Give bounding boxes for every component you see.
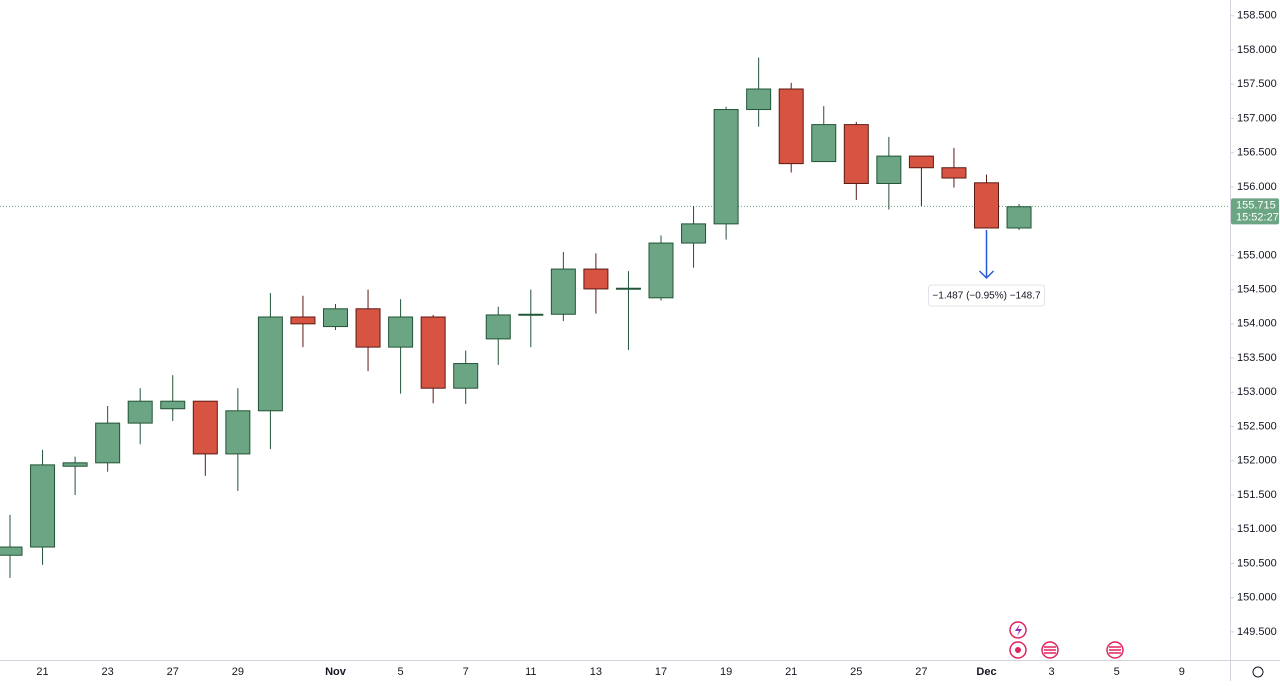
candle-body: [648, 242, 674, 299]
candle-body: [290, 316, 316, 325]
y-tick-label: 150.500: [1237, 557, 1277, 569]
x-tick-label: 23: [102, 666, 114, 678]
last-price-badge: [1231, 198, 1279, 225]
countdown-label: 15:52:27: [1236, 211, 1279, 223]
y-tick-label: 154.000: [1237, 318, 1277, 330]
x-tick-label: 25: [850, 666, 862, 678]
y-tick-label: 157.500: [1237, 78, 1277, 90]
candle-body: [974, 182, 999, 229]
x-tick-label: 29: [232, 666, 244, 678]
y-tick-label: 157.000: [1237, 112, 1277, 124]
y-tick-label: 152.500: [1237, 420, 1277, 432]
candle-body: [713, 109, 739, 225]
candle-body: [420, 316, 446, 389]
y-tick-label: 151.500: [1237, 489, 1277, 501]
y-tick-label: 156.000: [1237, 181, 1277, 193]
x-tick-label: 27: [167, 666, 179, 678]
x-tick-label: 5: [1114, 666, 1120, 678]
y-tick-label: 155.000: [1237, 249, 1277, 261]
x-tick-label: 17: [655, 666, 667, 678]
annotation-box: [928, 284, 1045, 307]
candle-body: [876, 155, 902, 184]
candle-body: [778, 88, 804, 165]
event-icon-glyph: [1109, 646, 1121, 654]
candle-body: [811, 124, 837, 163]
event-icon-glyph: [1015, 647, 1021, 653]
x-tick-label: Dec: [976, 666, 996, 678]
x-tick-label: 27: [915, 666, 927, 678]
y-tick-label: 158.500: [1237, 10, 1277, 22]
x-tick-label: 7: [463, 666, 469, 678]
x-tick-label: Nov: [325, 666, 347, 678]
event-icon-glyph: [1015, 624, 1022, 636]
annotation-arrow: [978, 229, 995, 280]
x-tick-label: 5: [398, 666, 404, 678]
x-tick-label: 11: [525, 666, 536, 678]
candle-body: [30, 464, 56, 548]
candle-body: [95, 422, 121, 464]
candle-body: [225, 410, 251, 455]
candle-body: [941, 167, 967, 179]
candle-body: [453, 363, 479, 389]
x-tick-label: 21: [36, 666, 48, 678]
candle-body: [0, 546, 23, 556]
y-tick-label: 154.500: [1237, 284, 1277, 296]
candle-body: [160, 400, 186, 410]
candle-body: [388, 316, 414, 348]
event-icon-glyph: [1044, 646, 1056, 654]
x-tick-label: 19: [720, 666, 732, 678]
candle-body: [127, 400, 153, 424]
y-tick-label: 156.500: [1237, 147, 1277, 159]
candle-body: [192, 400, 218, 455]
candle-body: [681, 223, 707, 244]
y-tick-label: 149.500: [1237, 626, 1277, 638]
y-tick-label: 153.500: [1237, 352, 1277, 364]
candle-body: [1006, 206, 1032, 229]
x-tick-label: 13: [590, 666, 602, 678]
candle-body: [746, 88, 772, 111]
candle-body: [908, 155, 934, 169]
last-price-label: 155.715: [1236, 199, 1276, 211]
y-tick-label: 152.000: [1237, 455, 1277, 467]
candle-body: [550, 268, 576, 315]
y-tick-label: 150.000: [1237, 592, 1277, 604]
candle-body: [518, 313, 544, 316]
y-tick-label: 153.000: [1237, 386, 1277, 398]
candle-body: [355, 308, 381, 348]
candle-body: [583, 268, 609, 290]
x-tick-label: 3: [1049, 666, 1055, 678]
event-icons: [1009, 621, 1264, 678]
settings-icon[interactable]: [1252, 666, 1264, 678]
x-tick-label: 21: [785, 666, 797, 678]
candle-body: [615, 287, 641, 290]
candle-body: [843, 124, 869, 184]
y-tick-label: 158.000: [1237, 44, 1277, 56]
candle-body: [62, 462, 88, 467]
annotation-label: −1.487 (−0.95%) −148.7: [932, 291, 1041, 302]
x-tick-label: 9: [1179, 666, 1185, 678]
candle-body: [485, 314, 511, 340]
candle-body: [323, 308, 348, 328]
y-tick-label: 151.000: [1237, 523, 1277, 535]
candle-body: [257, 316, 283, 412]
